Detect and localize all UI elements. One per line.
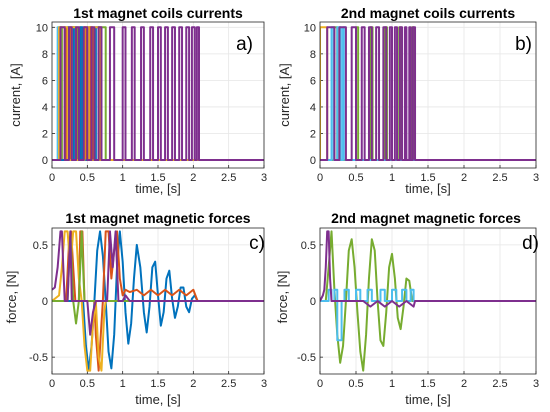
plot-area: 0 0.5 1 1.5 2 2.5 3 -0.5 0 0.5 <box>29 227 267 390</box>
chart-title: 2nd magnet coils currents <box>341 5 515 21</box>
plot-area: 0 0.5 1 1.5 2 2.5 3 0 2 4 6 8 10 <box>36 21 267 184</box>
plot-frame <box>319 227 537 375</box>
x-tick-label: 2.5 <box>221 378 236 390</box>
panel-d: 2nd magnet magnetic forces 0 0.5 1 1.5 2 2.5 3… <box>275 210 539 407</box>
x-tick-label: 0 <box>49 172 55 184</box>
x-axis-label: time, [s] <box>135 392 181 407</box>
series-group <box>320 26 536 162</box>
series-group <box>52 230 264 372</box>
y-tick-label: 0.5 <box>301 240 316 252</box>
x-axis-label: time, [s] <box>405 181 451 196</box>
x-tick-label: 3 <box>261 172 267 184</box>
x-tick-label: 2 <box>461 378 467 390</box>
panel-b: 2nd magnet coils currents 0 0.5 1 1.5 2 2.5 30… <box>277 5 539 196</box>
y-tick-label: -0.5 <box>29 352 48 364</box>
x-tick-label: 0 <box>317 378 323 390</box>
y-tick-label: 0.5 <box>33 240 48 252</box>
y-tick-label: 2 <box>310 128 316 140</box>
series-line <box>52 230 264 336</box>
plot-frame <box>319 21 537 169</box>
series-line <box>52 230 264 372</box>
x-tick-label: 1.5 <box>420 378 435 390</box>
x-tick-label: 1.5 <box>420 172 435 184</box>
series-line <box>320 26 536 162</box>
y-tick-label: 0 <box>42 155 48 167</box>
x-tick-label: 2 <box>190 172 196 184</box>
panel-c: 1st magnet magnetic forces 0 0.5 1 1.5 2 2.5 3… <box>4 210 267 407</box>
x-tick-label: 3 <box>261 378 267 390</box>
x-tick-label: 0 <box>49 378 55 390</box>
chart-title: 2nd magnet magnetic forces <box>331 210 521 226</box>
x-tick-label: 2.5 <box>492 172 507 184</box>
x-tick-label: 0.5 <box>348 378 363 390</box>
x-tick-label: 2 <box>461 172 467 184</box>
panel-label: d) <box>522 233 539 254</box>
x-axis-label: time, [s] <box>135 181 181 196</box>
y-tick-label: 10 <box>36 22 48 34</box>
x-tick-label: 1 <box>120 378 126 390</box>
x-tick-label: 1 <box>389 172 395 184</box>
y-tick-label: 0 <box>42 296 48 308</box>
chart-title: 1st magnet magnetic forces <box>65 210 250 226</box>
x-tick-label: 1 <box>120 172 126 184</box>
y-tick-label: 4 <box>310 102 316 114</box>
x-tick-label: 0.5 <box>80 378 95 390</box>
y-tick-label: 4 <box>42 102 48 114</box>
x-axis-label: time, [s] <box>405 392 451 407</box>
x-tick-label: 1 <box>389 378 395 390</box>
x-tick-label: 3 <box>533 172 539 184</box>
x-tick-label: 1.5 <box>150 378 165 390</box>
y-tick-label: 8 <box>310 49 316 61</box>
x-tick-label: 0.5 <box>80 172 95 184</box>
panel-a: 1st magnet coils currents 0 0.5 1 1.5 2 2.5 30… <box>8 5 267 196</box>
y-tick-label: 2 <box>42 128 48 140</box>
x-tick-label: 1.5 <box>150 172 165 184</box>
y-axis-label: force, [N] <box>275 271 290 324</box>
x-tick-label: 2.5 <box>221 172 236 184</box>
series-group <box>52 26 264 162</box>
y-axis-label: current, [A] <box>8 63 23 127</box>
y-tick-label: 6 <box>310 75 316 87</box>
panel-label: b) <box>515 34 532 55</box>
series-line <box>320 288 536 342</box>
x-tick-label: 0.5 <box>348 172 363 184</box>
x-tick-label: 3 <box>533 378 539 390</box>
panel-label: c) <box>249 233 265 254</box>
plot-frame <box>51 227 265 375</box>
y-tick-label: 8 <box>42 49 48 61</box>
y-tick-label: 6 <box>42 75 48 87</box>
series-line <box>320 230 536 372</box>
chart-title: 1st magnet coils currents <box>73 5 243 21</box>
y-tick-label: 0 <box>310 296 316 308</box>
series-line <box>320 230 536 308</box>
plot-area: 0 0.5 1 1.5 2 2.5 3 -0.5 0 0.5 <box>297 227 539 390</box>
series-line <box>52 230 264 372</box>
y-axis-label: current, [A] <box>277 63 292 127</box>
x-tick-label: 0 <box>317 172 323 184</box>
x-tick-label: 2 <box>190 378 196 390</box>
series-line <box>52 26 264 162</box>
panel-label: a) <box>236 34 253 55</box>
plot-area: 0 0.5 1 1.5 2 2.5 3 0 2 4 6 8 10 <box>304 21 539 184</box>
y-tick-label: -0.5 <box>297 352 316 364</box>
y-tick-label: 10 <box>304 22 316 34</box>
plot-frame <box>51 21 265 169</box>
series-group <box>320 230 536 372</box>
x-tick-label: 2.5 <box>492 378 507 390</box>
y-axis-label: force, [N] <box>4 271 19 324</box>
y-tick-label: 0 <box>310 155 316 167</box>
